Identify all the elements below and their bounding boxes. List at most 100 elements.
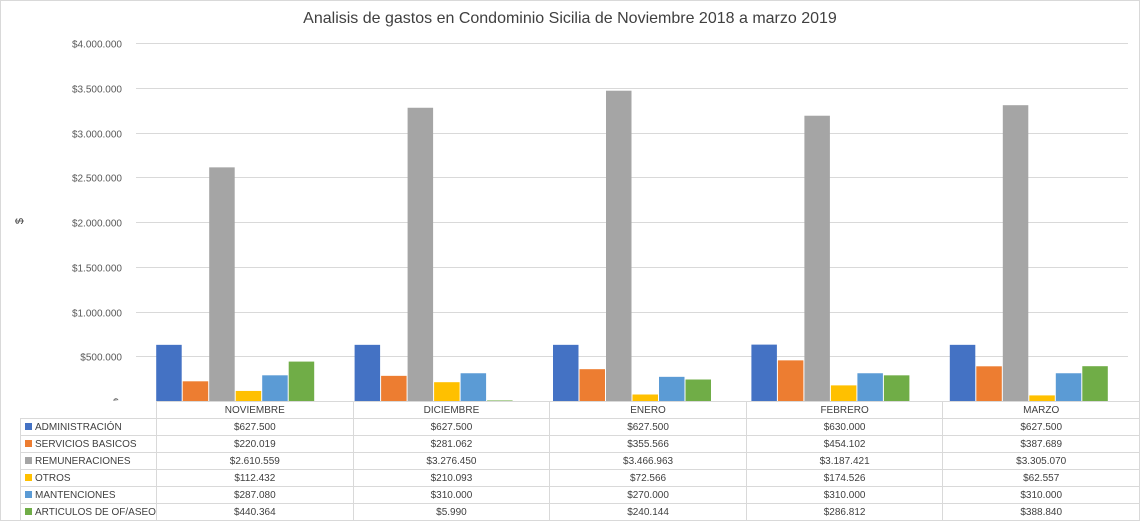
data-cell: $62.557 [942,469,1140,487]
legend-key [25,439,32,447]
data-cell: $210.093 [352,469,551,487]
legend-key [25,507,32,515]
bar [156,344,182,401]
series-legend-cell: ARTICULOS DE OF/ASEO [20,503,157,521]
bar [407,107,434,401]
series-legend-cell: OTROS [20,469,157,487]
gridlines [136,43,1128,357]
legend-key [25,490,32,498]
bar [235,390,262,401]
category-label: ENERO [549,401,747,419]
data-cell: $240.144 [549,503,747,521]
data-cell: $627.500 [942,418,1140,436]
bar [262,375,288,401]
data-cell: $281.062 [352,435,551,453]
data-cell: $388.840 [942,503,1140,521]
data-cell: $310.000 [352,486,551,504]
series-name: SERVICIOS BASICOS [35,438,137,450]
y-tick-label: $1.000.000 [72,309,122,320]
series-name: ARTICULOS DE OF/ASEO [35,506,156,518]
table-row: MANTENCIONES $287.080 $310.000 $270.000 $310… [20,486,1140,504]
data-table-body: ADMINISTRACIÓN $627.500 $627.500 $627.500 $6… [20,418,1140,521]
series-legend-cell: MANTENCIONES [20,486,157,504]
bar [182,381,209,401]
data-cell: $3.276.450 [352,452,551,470]
data-cell: $5.990 [352,503,551,521]
data-cell: $355.566 [549,435,747,453]
bar-chart: $- $500.000 $1.000.000 $1.500.000 $2.000.000… [72,40,1128,402]
bar [751,344,777,401]
data-cell: $630.000 [745,418,944,436]
category-label: NOVIEMBRE [155,401,354,419]
data-cell: $3.187.421 [745,452,944,470]
bar [804,115,830,401]
bar [777,360,804,401]
bar [857,373,883,401]
data-cell: $440.364 [155,503,354,521]
data-cell: $287.080 [155,486,354,504]
bar [354,344,381,401]
bar [685,379,711,401]
bar [579,369,605,401]
bar [434,382,460,401]
bar [1055,373,1082,401]
y-tick-label: $2.500.000 [72,174,122,185]
series-name: ADMINISTRACIÓN [35,421,122,433]
bar [487,400,513,401]
y-tick-label: $- [113,398,122,402]
series-legend-cell: REMUNERACIONES [20,452,157,470]
data-table-header: NOVIEMBRE DICIEMBRE ENERO FEBRERO MARZO [20,401,1140,419]
bar [949,344,976,401]
category-label: FEBRERO [745,401,944,419]
table-corner [20,401,157,419]
series-legend-cell: SERVICIOS BASICOS [20,435,157,453]
bar [288,361,315,401]
table-row: OTROS $112.432 $210.093 $72.566 $174.526 $62.… [20,469,1140,487]
y-tick-label: $4.000.000 [72,40,122,51]
bar [460,373,487,401]
series-name: OTROS [35,472,71,484]
data-cell: $286.812 [745,503,944,521]
bar [659,376,685,401]
y-axis-ticks: $- $500.000 $1.000.000 $1.500.000 $2.000.000… [72,40,122,402]
y-tick-label: $2.000.000 [72,219,122,230]
y-tick-label: $1.500.000 [72,264,122,275]
table-row: REMUNERACIONES $2.610.559 $3.276.450 $3.466… [20,452,1140,470]
bar [883,375,910,401]
bar [553,344,579,401]
data-cell: $627.500 [549,418,747,436]
category-label: DICIEMBRE [352,401,551,419]
data-cell: $3.466.963 [549,452,747,470]
data-table: NOVIEMBRE DICIEMBRE ENERO FEBRERO MARZO ADMI… [20,401,1140,521]
data-cell: $3.305.070 [942,452,1140,470]
series-legend-cell: ADMINISTRACIÓN [20,418,157,436]
table-row: ARTICULOS DE OF/ASEO $440.364 $5.990 $240.1… [20,503,1140,521]
data-cell: $220.019 [155,435,354,453]
data-cell: $454.102 [745,435,944,453]
data-cell: $387.689 [942,435,1140,453]
data-cell: $310.000 [942,486,1140,504]
data-cell: $627.500 [352,418,551,436]
data-cell: $627.500 [155,418,354,436]
legend-key [25,456,32,464]
bar [632,394,658,401]
y-tick-label: $3.000.000 [72,130,122,141]
bar [381,375,407,401]
bars [156,90,1108,401]
y-tick-label: $3.500.000 [72,85,122,96]
series-name: REMUNERACIONES [35,455,131,467]
data-cell: $112.432 [155,469,354,487]
data-cell: $270.000 [549,486,747,504]
data-cell: $310.000 [745,486,944,504]
legend-key [25,473,32,481]
bar [830,385,857,401]
chart-title: Analisis de gastos en Condominio Sicilia… [303,10,837,27]
bar [606,90,632,401]
data-cell: $174.526 [745,469,944,487]
bar [1082,366,1108,401]
category-label: MARZO [942,401,1140,419]
bar [1002,105,1029,401]
table-row: ADMINISTRACIÓN $627.500 $627.500 $627.500 $6… [20,418,1140,436]
data-cell: $72.566 [549,469,747,487]
y-tick-label: $500.000 [80,353,122,364]
